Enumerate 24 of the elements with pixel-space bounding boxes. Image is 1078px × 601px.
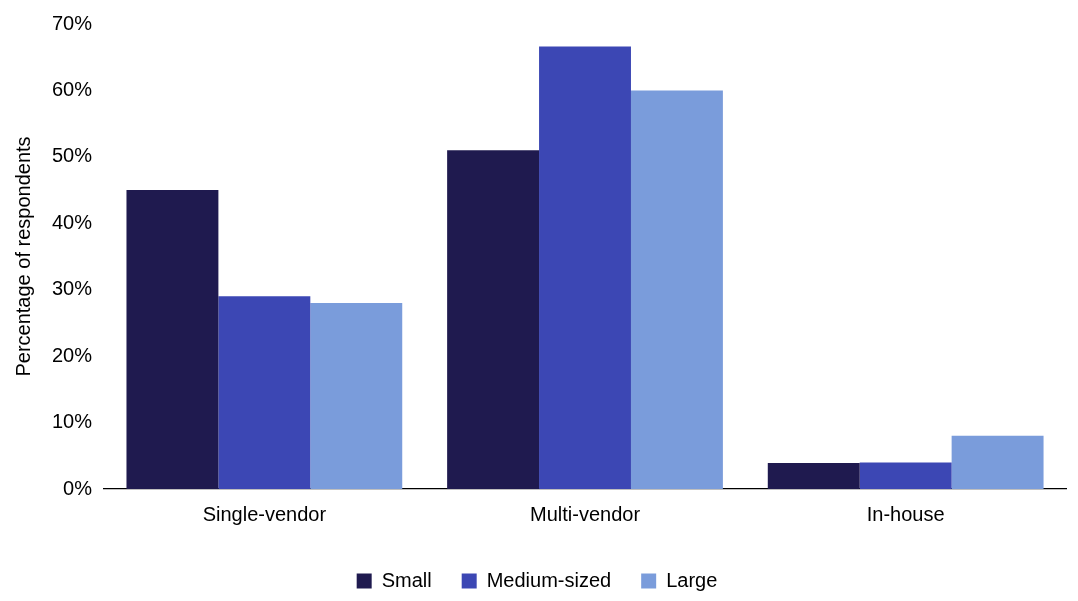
bar [310,303,403,489]
bar [951,435,1044,489]
y-tick-label: 60% [52,77,93,100]
bar [767,463,860,489]
bar [126,190,219,489]
bar [859,462,952,489]
y-tick-label: 70% [52,11,93,34]
bar [447,150,540,489]
bar [539,46,631,489]
bar [218,296,311,489]
bar [630,90,723,489]
legend-label: Medium-sized [486,568,612,591]
legend-label: Small [381,568,432,591]
x-tick-label: Multi-vendor [529,502,641,525]
y-tick-label: 50% [52,144,93,167]
y-tick-label: 30% [52,277,93,300]
y-axis-title: Percentage of respondents [11,136,34,377]
y-tick-label: 20% [52,343,93,366]
x-tick-label: In-house [866,502,945,525]
x-tick-label: Single-vendor [202,502,327,525]
y-tick-label: 10% [52,410,93,433]
y-tick-label: 40% [52,210,93,233]
legend-label: Large [666,568,718,591]
y-tick-label: 0% [63,476,93,499]
